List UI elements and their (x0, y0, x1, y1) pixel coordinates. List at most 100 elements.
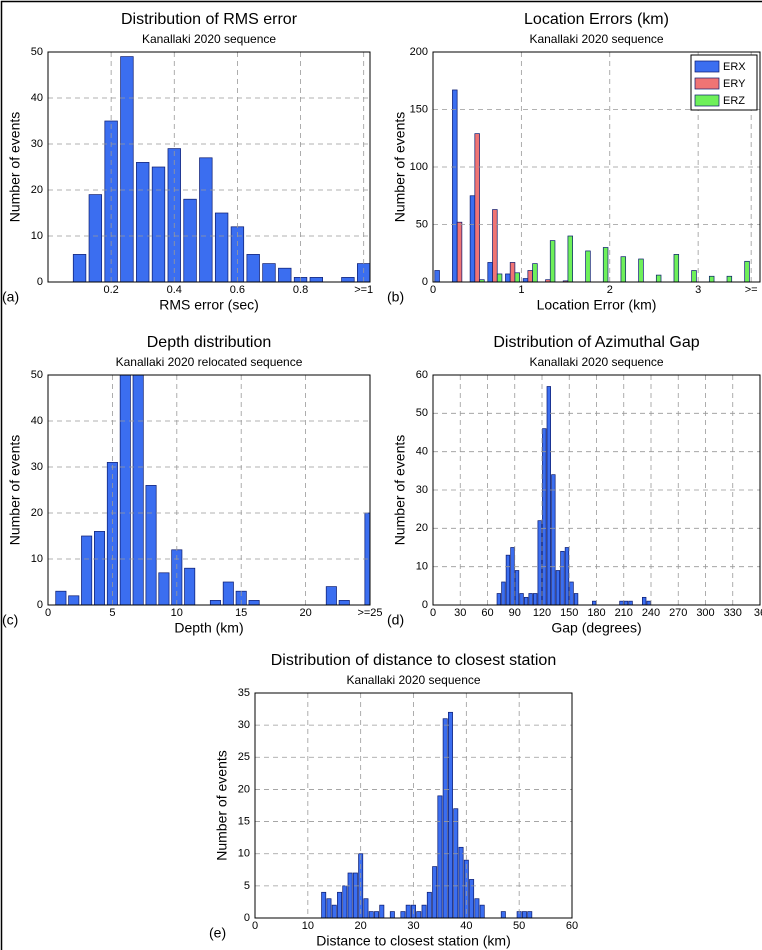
x-tick-label: >= (745, 284, 758, 296)
x-tick-label: 0 (430, 284, 436, 296)
y-tick-label: 10 (416, 561, 428, 573)
x-tick-label: 1 (518, 284, 524, 296)
x-tick-label: 60 (566, 920, 578, 932)
bar (551, 474, 556, 605)
chart-subtitle: Kanallaki 2020 sequence (346, 673, 480, 687)
y-tick-label: 15 (238, 815, 250, 827)
x-tick-label: 10 (302, 920, 314, 932)
bar (500, 911, 506, 918)
x-tick-label: 120 (533, 607, 551, 619)
bar (248, 600, 260, 605)
x-tick-label: 20 (299, 607, 311, 619)
bar (405, 904, 411, 918)
bar (94, 531, 106, 605)
y-tick-label: 150 (410, 103, 428, 115)
bar (222, 581, 234, 605)
plot-area (72, 56, 370, 282)
y-tick-label: 30 (416, 484, 428, 496)
x-tick-label: 30 (407, 920, 419, 932)
x-tick-label: 0 (45, 607, 51, 619)
bar (646, 600, 651, 605)
bar (655, 274, 662, 282)
bar (619, 600, 624, 605)
bar (623, 600, 629, 605)
x-tick-label: 2 (607, 284, 613, 296)
y-tick-label: 40 (416, 446, 428, 458)
y-tick-label: 0 (422, 599, 428, 611)
bar (474, 898, 480, 918)
bar (325, 586, 337, 605)
bar (151, 166, 166, 282)
x-tick-label: 270 (669, 607, 687, 619)
bar (533, 593, 538, 605)
bar (673, 254, 680, 282)
bar (549, 240, 556, 282)
bar (469, 879, 475, 918)
x-tick-label: 150 (560, 607, 578, 619)
bar (326, 898, 332, 918)
bar (158, 572, 170, 605)
y-tick-label: 20 (31, 184, 43, 196)
axes-box (47, 374, 371, 606)
chart-title: Distribution of RMS error (121, 11, 298, 28)
plot-area (434, 89, 750, 282)
x-tick-label: 300 (696, 607, 714, 619)
bar (442, 718, 448, 918)
panel-label: (e) (209, 925, 226, 941)
bar (569, 581, 574, 605)
bar (448, 711, 453, 918)
panel-label: (b) (387, 289, 404, 305)
bar (514, 570, 520, 605)
axes-box (432, 374, 761, 606)
x-axis-label: RMS error (sec) (159, 297, 259, 313)
x-tick-label: 60 (481, 607, 493, 619)
bar (492, 209, 498, 282)
y-tick-label: 40 (31, 92, 43, 104)
bar (278, 267, 292, 282)
x-tick-label: 40 (460, 920, 472, 932)
y-tick-label: 0 (37, 599, 43, 611)
x-tick-label: 240 (642, 607, 660, 619)
x-tick-label: 90 (509, 607, 521, 619)
bar (585, 250, 591, 282)
bar (434, 270, 440, 282)
y-tick-label: 100 (410, 161, 428, 173)
bar (347, 872, 353, 918)
y-axis-label: Number of events (392, 435, 408, 546)
x-axis-label: Distance to closest station (km) (316, 933, 511, 949)
bar (509, 262, 516, 282)
bar (708, 275, 715, 282)
bar (527, 911, 533, 918)
x-tick-label: 0 (430, 607, 436, 619)
bar (726, 275, 733, 282)
y-tick-label: 25 (238, 751, 250, 763)
bar (505, 273, 511, 282)
bar (400, 911, 406, 918)
bar (119, 375, 131, 605)
bar (81, 535, 93, 605)
bar (555, 570, 561, 605)
y-tick-label: 30 (238, 719, 250, 731)
bar (744, 260, 750, 282)
x-tick-label: >=1 (354, 284, 373, 296)
x-axis-label: Gap (degrees) (551, 620, 641, 636)
bar (453, 808, 459, 918)
bar (527, 270, 533, 282)
bar (120, 56, 134, 282)
bar (337, 891, 342, 918)
bar (479, 904, 485, 918)
y-tick-label: 5 (244, 880, 250, 892)
bar (564, 547, 570, 605)
chart-title: Location Errors (km) (524, 11, 669, 28)
y-tick-label: 50 (31, 369, 43, 381)
chart-title: Distribution of distance to closest stat… (271, 652, 556, 669)
x-tick-label: 0.8 (293, 284, 308, 296)
bar (537, 520, 542, 605)
legend-swatch (694, 94, 720, 107)
bar (514, 272, 520, 282)
bar (691, 270, 697, 282)
axes-box (254, 692, 573, 919)
bar (505, 554, 511, 605)
chart-subtitle: Kanallaki 2020 sequence (142, 32, 276, 46)
bar (55, 590, 67, 605)
